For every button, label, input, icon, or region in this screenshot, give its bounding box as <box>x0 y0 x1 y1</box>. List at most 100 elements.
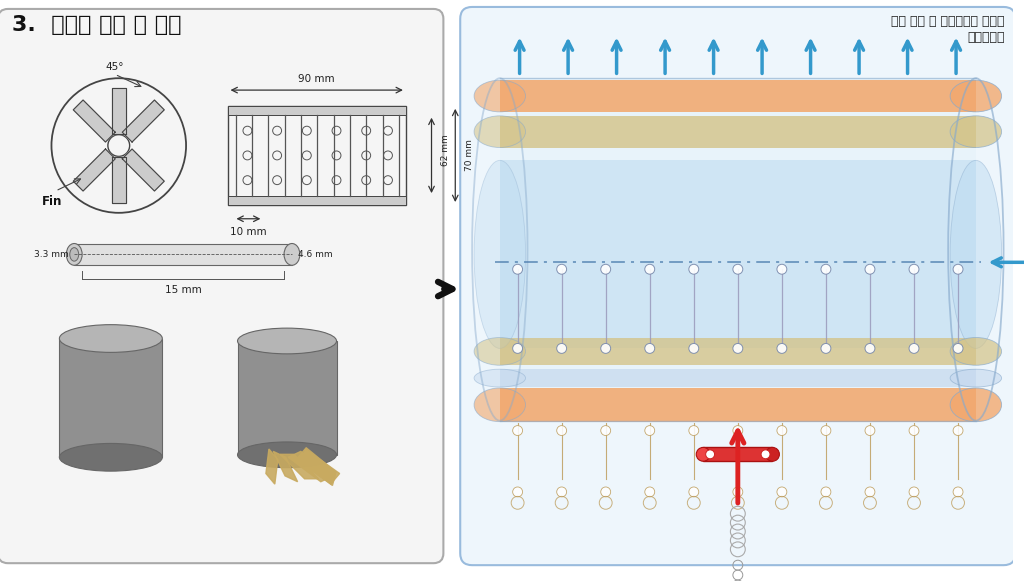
Bar <box>121 339 141 457</box>
Bar <box>59 339 80 457</box>
Circle shape <box>909 426 919 436</box>
Ellipse shape <box>696 447 710 461</box>
Circle shape <box>821 426 830 436</box>
Ellipse shape <box>950 80 1001 112</box>
Polygon shape <box>112 158 126 203</box>
FancyBboxPatch shape <box>0 9 443 563</box>
Ellipse shape <box>59 443 163 471</box>
Circle shape <box>909 343 919 353</box>
Circle shape <box>733 343 742 353</box>
Ellipse shape <box>474 369 525 387</box>
Circle shape <box>557 487 566 497</box>
Polygon shape <box>112 88 126 134</box>
Circle shape <box>865 343 874 353</box>
Circle shape <box>865 487 874 497</box>
FancyBboxPatch shape <box>460 7 1016 565</box>
Ellipse shape <box>474 161 525 349</box>
Circle shape <box>557 343 566 353</box>
Ellipse shape <box>474 388 525 422</box>
Bar <box>500 116 976 148</box>
Circle shape <box>557 426 566 436</box>
Bar <box>238 341 257 455</box>
Circle shape <box>689 426 698 436</box>
Ellipse shape <box>474 80 525 112</box>
Text: 15 mm: 15 mm <box>165 285 202 295</box>
Polygon shape <box>289 451 334 482</box>
Polygon shape <box>122 149 164 191</box>
Circle shape <box>513 343 522 353</box>
Bar <box>500 388 976 422</box>
Bar <box>141 339 163 457</box>
Circle shape <box>689 265 698 274</box>
Circle shape <box>645 265 654 274</box>
Circle shape <box>953 265 963 274</box>
Circle shape <box>689 343 698 353</box>
Bar <box>227 106 406 115</box>
Polygon shape <box>281 454 318 479</box>
Bar <box>257 341 278 455</box>
Circle shape <box>557 265 566 274</box>
Bar <box>238 341 337 455</box>
Circle shape <box>645 426 654 436</box>
Bar <box>500 80 976 112</box>
Circle shape <box>777 426 786 436</box>
Circle shape <box>733 426 742 436</box>
Ellipse shape <box>950 388 1001 422</box>
Ellipse shape <box>950 369 1001 387</box>
Text: 90 mm: 90 mm <box>298 74 335 84</box>
Circle shape <box>733 487 742 497</box>
Circle shape <box>513 265 522 274</box>
Circle shape <box>953 426 963 436</box>
Ellipse shape <box>950 116 1001 148</box>
Polygon shape <box>302 447 336 485</box>
Circle shape <box>601 343 610 353</box>
Bar <box>500 369 976 387</box>
Ellipse shape <box>766 447 779 461</box>
Text: 10 mm: 10 mm <box>230 227 266 237</box>
Text: 기계공학부: 기계공학부 <box>967 31 1005 44</box>
Text: 62 mm: 62 mm <box>441 134 451 166</box>
Circle shape <box>601 426 610 436</box>
Bar <box>316 341 337 455</box>
Ellipse shape <box>238 328 337 354</box>
Ellipse shape <box>284 244 300 265</box>
Circle shape <box>761 450 770 459</box>
Circle shape <box>953 343 963 353</box>
Bar <box>703 447 772 461</box>
Bar <box>74 244 292 265</box>
Polygon shape <box>296 449 340 484</box>
Circle shape <box>865 426 874 436</box>
Circle shape <box>513 487 522 497</box>
Text: Fin: Fin <box>42 195 61 208</box>
Ellipse shape <box>474 116 525 148</box>
Ellipse shape <box>950 161 1001 349</box>
Polygon shape <box>74 100 116 142</box>
Bar <box>100 339 121 457</box>
Polygon shape <box>74 149 116 191</box>
Circle shape <box>601 265 610 274</box>
Circle shape <box>821 265 830 274</box>
Text: 전자 냉각 및 히트파이프 연구실: 전자 냉각 및 히트파이프 연구실 <box>891 15 1005 28</box>
Circle shape <box>706 450 715 459</box>
Circle shape <box>645 343 654 353</box>
Bar <box>297 341 316 455</box>
Ellipse shape <box>238 442 337 468</box>
Circle shape <box>865 265 874 274</box>
Circle shape <box>777 343 786 353</box>
Circle shape <box>513 426 522 436</box>
Ellipse shape <box>474 338 525 365</box>
Ellipse shape <box>70 248 79 261</box>
Circle shape <box>601 487 610 497</box>
Circle shape <box>777 265 786 274</box>
Circle shape <box>645 487 654 497</box>
Bar <box>278 341 297 455</box>
Bar <box>80 339 100 457</box>
Text: 3.  모델링 소개 및 이론: 3. 모델링 소개 및 이론 <box>12 15 181 35</box>
Ellipse shape <box>950 338 1001 365</box>
Polygon shape <box>266 449 278 484</box>
Ellipse shape <box>59 325 163 352</box>
Text: 70 mm: 70 mm <box>465 140 474 171</box>
Bar <box>227 106 406 205</box>
Text: 4.6 mm: 4.6 mm <box>298 250 333 259</box>
Polygon shape <box>273 451 298 482</box>
